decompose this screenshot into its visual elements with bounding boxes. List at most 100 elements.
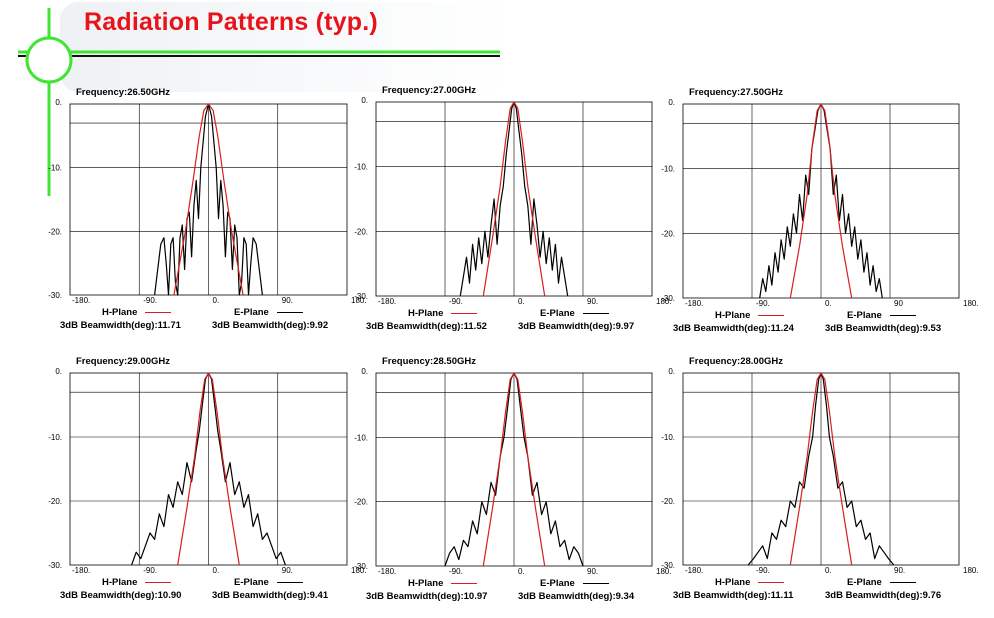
radiation-chart: 0. -10. -20. -30. -180. -90. 0. 90. 180. xyxy=(647,357,978,579)
e-plane-beamwidth: 3dB Beamwidth(deg):9.53 xyxy=(825,323,942,334)
h-plane-legend-label: H-Plane xyxy=(408,308,444,319)
x-tick-label: -90. xyxy=(756,566,770,575)
x-tick-label: 0. xyxy=(825,566,832,575)
frequency-label: Frequency:29.00GHz xyxy=(76,356,170,367)
h-plane-beamwidth: 3dB Beamwidth(deg):11.24 xyxy=(673,323,794,334)
e-plane-beamwidth: 3dB Beamwidth(deg):9.34 xyxy=(518,591,635,602)
x-tick-label: 90. xyxy=(587,567,598,576)
x-tick-label: -180. xyxy=(72,566,90,575)
title-glow xyxy=(60,2,560,92)
y-tick-label: -20. xyxy=(354,227,368,236)
x-tick-label: -180. xyxy=(685,566,703,575)
chart-plot: 0. -10. -20. -30. -180. -90. 0. 90. 180. xyxy=(48,367,366,575)
e-plane-legend-label: E-Plane xyxy=(540,578,575,589)
e-plane-swatch xyxy=(889,581,916,583)
e-plane-legend-label: E-Plane xyxy=(234,307,269,318)
h-plane-line xyxy=(482,372,546,567)
frequency-label: Frequency:27.00GHz xyxy=(382,85,476,96)
x-tick-label: 180. xyxy=(963,566,979,575)
h-plane-legend-label: H-Plane xyxy=(715,310,751,321)
x-tick-label: 180. xyxy=(351,566,367,575)
e-plane-legend: E-Plane xyxy=(847,310,916,321)
x-tick-label: -90. xyxy=(143,566,157,575)
y-tick-label: -30. xyxy=(354,562,368,571)
chart-plot: 0. -10. -20. -30. -180. -90. 0. 90. 180. xyxy=(354,367,671,576)
x-tick-label: -180. xyxy=(378,567,396,576)
h-plane-line xyxy=(789,103,853,299)
y-tick-label: -30. xyxy=(661,561,675,570)
y-tick-label: -20. xyxy=(48,227,62,236)
e-plane-legend: E-Plane xyxy=(847,577,916,588)
radiation-chart: 0. -10. -20. -30. -180. -90. 0. 90. 180. xyxy=(340,357,671,580)
page-title: Radiation Patterns (typ.) xyxy=(84,8,378,36)
h-plane-legend: H-Plane xyxy=(715,310,785,321)
x-tick-label: 90. xyxy=(587,297,598,306)
x-tick-label: -90. xyxy=(449,297,463,306)
h-plane-legend: H-Plane xyxy=(408,308,478,319)
x-tick-label: -180. xyxy=(378,297,396,306)
y-tick-label: -20. xyxy=(354,498,368,507)
y-tick-label: -30. xyxy=(661,294,675,303)
x-tick-label: 0. xyxy=(825,299,832,308)
y-tick-label: 0. xyxy=(668,98,675,107)
radiation-chart: 0. -10. -20. -30. -180. -90. 0. 90 180. xyxy=(647,88,978,312)
chart-plot: 0. -10. -20. -30. -180. -90. 0. 90. 180. xyxy=(661,367,978,575)
h-plane-swatch xyxy=(758,581,785,583)
h-plane-beamwidth: 3dB Beamwidth(deg):11.11 xyxy=(673,590,794,601)
e-plane-beamwidth: 3dB Beamwidth(deg):9.76 xyxy=(825,590,942,601)
x-tick-label: 180. xyxy=(963,299,979,308)
h-plane-swatch xyxy=(145,581,172,583)
y-tick-label: 0. xyxy=(668,367,675,376)
e-plane-legend: E-Plane xyxy=(540,308,609,319)
x-tick-label: -90. xyxy=(756,299,770,308)
y-tick-label: -20. xyxy=(661,229,675,238)
x-tick-label: 0. xyxy=(518,567,525,576)
e-plane-swatch xyxy=(276,311,303,313)
radiation-chart: 0. -10. -20. -30. -180. -90. 0. 90. 180. xyxy=(340,86,671,310)
e-plane-legend: E-Plane xyxy=(234,577,303,588)
h-plane-beamwidth: 3dB Beamwidth(deg):10.97 xyxy=(366,591,488,602)
h-plane-legend-label: H-Plane xyxy=(102,307,138,318)
h-plane-beamwidth: 3dB Beamwidth(deg):11.52 xyxy=(366,321,487,332)
y-tick-label: -10. xyxy=(354,163,368,172)
y-tick-label: 0. xyxy=(361,367,368,376)
e-plane-swatch xyxy=(582,312,609,314)
x-tick-label: 90 xyxy=(894,299,903,308)
h-plane-line xyxy=(482,101,546,297)
accent-circle xyxy=(25,36,73,84)
h-plane-line xyxy=(177,372,240,566)
h-plane-swatch xyxy=(758,314,785,316)
x-tick-label: 180. xyxy=(656,567,672,576)
h-plane-legend: H-Plane xyxy=(408,578,478,589)
x-tick-label: 90. xyxy=(894,566,905,575)
x-tick-label: 0. xyxy=(213,566,220,575)
chart-plot: 0. -10. -20. -30. -180. -90. 0. 90. 180. xyxy=(48,98,366,305)
y-tick-label: -10. xyxy=(661,165,675,174)
h-plane-line xyxy=(789,372,853,566)
h-plane-legend-label: H-Plane xyxy=(715,577,751,588)
title-decoration xyxy=(18,8,500,196)
chart-plot: 0. -10. -20. -30. -180. -90. 0. 90. 180. xyxy=(354,96,671,306)
x-tick-label: 0. xyxy=(518,297,525,306)
h-plane-legend-label: H-Plane xyxy=(408,578,444,589)
h-plane-legend: H-Plane xyxy=(102,577,172,588)
y-tick-label: -20. xyxy=(661,497,675,506)
chart-plot: 0. -10. -20. -30. -180. -90. 0. 90 180. xyxy=(661,98,978,308)
e-plane-legend-label: E-Plane xyxy=(540,308,575,319)
h-plane-line xyxy=(173,103,244,296)
x-tick-label: -90. xyxy=(449,567,463,576)
radiation-chart: 0. -10. -20. -30. -180. -90. 0. 90. 180. xyxy=(34,88,366,309)
x-tick-label: 90. xyxy=(282,296,293,305)
frequency-label: Frequency:26.50GHz xyxy=(76,87,170,98)
h-plane-legend: H-Plane xyxy=(715,577,785,588)
e-plane-swatch xyxy=(276,581,303,583)
e-plane-beamwidth: 3dB Beamwidth(deg):9.97 xyxy=(518,321,635,332)
y-tick-label: -30. xyxy=(48,291,62,300)
y-tick-label: -10. xyxy=(48,433,62,442)
frequency-label: Frequency:28.50GHz xyxy=(382,356,476,367)
y-tick-label: -30. xyxy=(48,561,62,570)
x-tick-label: -180. xyxy=(685,299,703,308)
e-plane-legend-label: E-Plane xyxy=(847,310,882,321)
x-tick-label: 0. xyxy=(213,296,220,305)
h-plane-legend-label: H-Plane xyxy=(102,577,138,588)
